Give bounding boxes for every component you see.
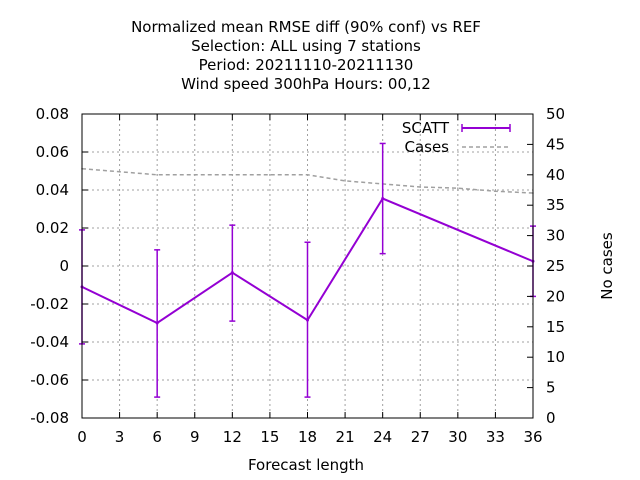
x-tick-label: 18 (298, 428, 317, 446)
y2-tick-label: 25 (546, 257, 565, 275)
x-tick-label: 0 (77, 428, 87, 446)
title-line-2: Selection: ALL using 7 stations (191, 37, 421, 55)
y-tick-label: 0.04 (36, 181, 69, 199)
y2-tick-label: 20 (546, 287, 565, 305)
scatt-point (306, 318, 309, 322)
series-layer (79, 142, 536, 398)
cases-point (344, 180, 346, 182)
y-tick-label: 0.02 (36, 219, 69, 237)
x-axis-label: Forecast length (248, 456, 364, 474)
x-tick-label: 6 (152, 428, 162, 446)
x-tick-label: 24 (373, 428, 392, 446)
scatt-point (155, 321, 159, 325)
x-tick-label: 3 (115, 428, 125, 446)
title-line-3: Period: 20211110-20211130 (199, 56, 414, 74)
y2-tick-label: 5 (546, 379, 556, 397)
cases-point (156, 174, 158, 176)
scatt-point (381, 197, 385, 201)
x-tick-label: 12 (223, 428, 242, 446)
x-tick-label: 36 (523, 428, 542, 446)
x-tick-label: 9 (190, 428, 200, 446)
x-tick-label: 33 (486, 428, 505, 446)
x-tick-label: 15 (260, 428, 279, 446)
cases-point (231, 174, 234, 176)
x-tick-label: 27 (411, 428, 430, 446)
y-tick-label: 0.06 (36, 143, 69, 161)
y2-tick-label: 50 (546, 105, 565, 123)
cases-point (193, 174, 196, 176)
y2-tick-label: 45 (546, 135, 565, 153)
y-tick-label: -0.06 (30, 371, 69, 389)
y2-axis-label: No cases (598, 232, 616, 300)
y-tick-label: 0.08 (36, 105, 69, 123)
y2-tick-label: 40 (546, 166, 565, 184)
scatt-point (230, 271, 234, 275)
legend-label-cases: Cases (404, 138, 449, 156)
title-line-4: Wind speed 300hPa Hours: 00,12 (181, 75, 431, 93)
cases-point (457, 187, 459, 189)
chart-title: Normalized mean RMSE diff (90% conf) vs … (131, 18, 481, 93)
y2-tick-label: 0 (546, 409, 556, 427)
cases-point (306, 174, 309, 176)
y-tick-label: -0.04 (30, 333, 69, 351)
cases-point (494, 190, 497, 193)
y2-tick-label: 30 (546, 227, 565, 245)
y2-tick-label: 35 (546, 196, 565, 214)
cases-point (419, 186, 422, 188)
axis-ticks: 0 3 6 9 12 15 18 21 24 27 30 33 360.080.060.040.020-… (30, 105, 565, 446)
y2-tick-label: 10 (546, 348, 565, 366)
y-tick-label: -0.08 (30, 409, 69, 427)
y-tick-label: -0.02 (30, 295, 69, 313)
legend-label-scatt: SCATT (402, 119, 450, 137)
x-tick-label: 21 (336, 428, 355, 446)
x-tick-label: 30 (448, 428, 467, 446)
y-tick-label: 0 (59, 257, 69, 275)
cases-point (118, 170, 121, 173)
series-line-scatt (81, 197, 534, 325)
cases-point (269, 174, 271, 176)
legend: SCATT Cases (402, 119, 511, 156)
title-line-1: Normalized mean RMSE diff (90% conf) vs … (131, 18, 481, 36)
y2-tick-label: 15 (546, 318, 565, 336)
